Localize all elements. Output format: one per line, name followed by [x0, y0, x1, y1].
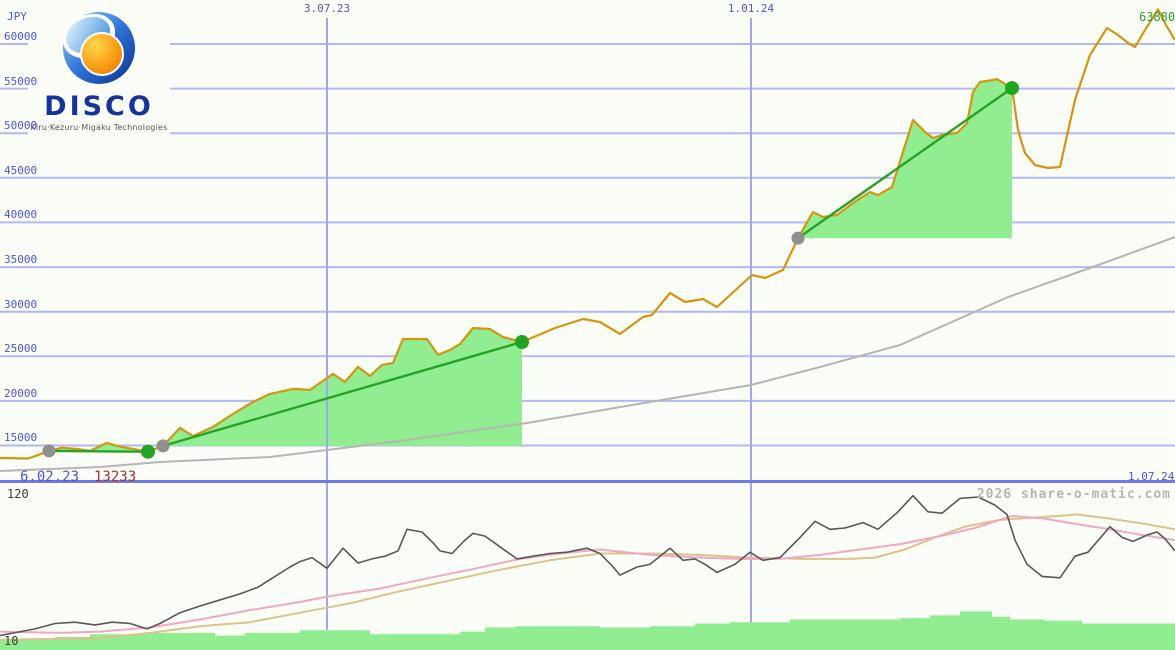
indicator-high-label: 120: [7, 487, 29, 501]
y-axis-label: 20000: [4, 386, 38, 400]
y-axis-label: 40000: [4, 208, 38, 222]
x-axis-label: 1.01.24: [727, 2, 775, 15]
trend-start-dot: [42, 444, 56, 458]
y-axis-label: 35000: [4, 253, 38, 267]
volume-bars: [0, 611, 1175, 650]
trend-end-dot: [515, 335, 529, 349]
y-axis-label: 50000: [4, 119, 38, 133]
y-axis-label: 30000: [4, 297, 38, 311]
trend-fill: [163, 328, 522, 446]
disco-logo-tagline: Kiru·Kezuru·Migaku Technologies: [30, 123, 168, 132]
y-axis-label: 45000: [4, 163, 38, 177]
trend-line: [797, 87, 1013, 240]
x-axis-label: 3.07.23: [303, 2, 351, 15]
trend-line: [162, 340, 523, 448]
moving-average-line: [0, 236, 1175, 472]
currency-label: JPY: [7, 10, 27, 23]
y-axis-label: 55000: [4, 74, 38, 88]
disco-logo-mark: [62, 12, 135, 84]
indicator-low-label: 10: [4, 634, 19, 648]
trend-start-dot: [156, 439, 170, 453]
y-axis-label: 15000: [4, 431, 38, 445]
panel-separator: [0, 480, 1175, 483]
trend-end-dot: [141, 444, 155, 459]
trend-fill: [798, 79, 1012, 239]
disco-logo-text: DISCO: [44, 91, 154, 122]
relative-strength-line: [0, 494, 1175, 637]
trend-line: [48, 449, 149, 453]
trend-end-dot: [1005, 81, 1019, 96]
relative-strength-smoothed-fast-line: [0, 514, 1175, 634]
price-line: [0, 8, 1175, 460]
start-price-label: 13233: [94, 469, 137, 485]
last-price-label: 63880: [1139, 10, 1175, 24]
trend-start-dot: [791, 231, 805, 245]
disco-logo: DISCO Kiru·Kezuru·Migaku Technologies: [28, 2, 170, 154]
watermark: 2026 share-o-matic.com: [976, 487, 1171, 502]
y-axis-label: 60000: [4, 30, 38, 43]
end-date-label: 1.07.24: [1128, 470, 1175, 483]
y-axis-label: 25000: [4, 342, 38, 356]
start-date-label: 6.02.23: [20, 469, 80, 485]
